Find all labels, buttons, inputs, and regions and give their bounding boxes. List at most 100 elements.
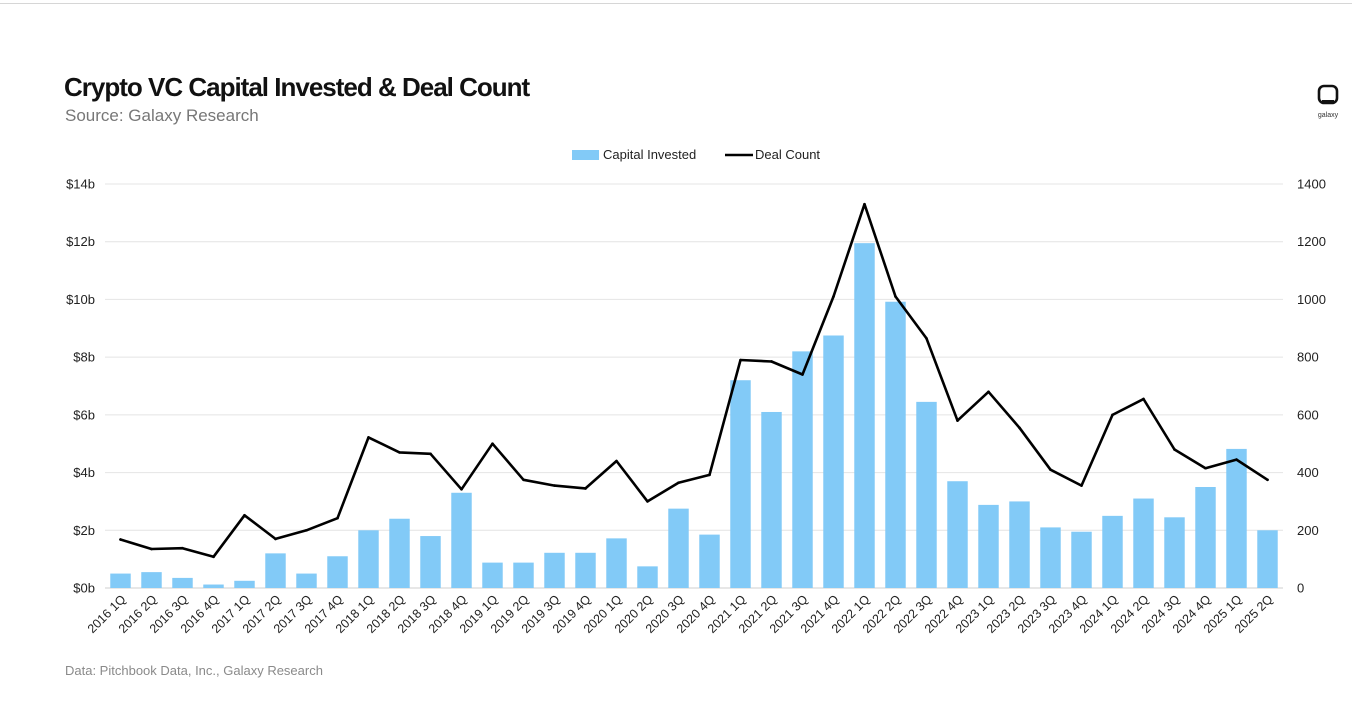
point-deal-count: [677, 481, 680, 484]
bar-capital-invested: [1226, 448, 1247, 588]
bar-capital-invested: [1195, 487, 1216, 588]
bar-capital-invested: [730, 380, 751, 588]
point-deal-count: [522, 478, 525, 482]
bar-capital-invested: [792, 351, 813, 588]
point-deal-count: [832, 295, 835, 298]
bar-capital-invested: [699, 534, 720, 588]
point-deal-count: [1111, 413, 1114, 417]
legend-label-capital-invested: Capital Invested: [603, 147, 696, 162]
bar-capital-invested: [544, 552, 565, 588]
point-deal-count: [491, 442, 494, 446]
y-right-tick-label: 1400: [1297, 177, 1326, 192]
point-deal-count: [181, 546, 184, 550]
bar-capital-invested: [668, 508, 689, 588]
legend-swatch-capital-invested: [572, 150, 599, 160]
bar-capital-invested: [172, 577, 193, 588]
point-deal-count: [243, 513, 246, 517]
point-deal-count: [553, 484, 556, 487]
y-left-tick-label: $0b: [73, 581, 95, 596]
y-left-tick-label: $10b: [66, 292, 95, 307]
bar-capital-invested: [265, 553, 286, 588]
y-left-tick-label: $12b: [66, 234, 95, 249]
line-deal-count: [119, 202, 1269, 559]
bar-capital-invested: [1071, 531, 1092, 588]
logo-text: galaxy: [1317, 112, 1339, 119]
bar-capital-invested: [885, 301, 906, 588]
bar-capital-invested: [203, 584, 224, 588]
point-deal-count: [367, 436, 370, 439]
legend-label-deal-count: Deal Count: [755, 147, 820, 162]
point-deal-count: [1173, 448, 1176, 451]
point-deal-count: [1080, 484, 1083, 487]
point-deal-count: [1142, 397, 1145, 401]
bar-capital-invested: [947, 481, 968, 588]
bar-capital-invested: [420, 536, 441, 588]
bar-capital-invested: [1040, 527, 1061, 588]
y-left-tick-label: $8b: [73, 350, 95, 365]
bar-capital-invested: [1009, 501, 1030, 588]
y-right-tick-label: 200: [1297, 523, 1319, 538]
bar-capital-invested: [823, 335, 844, 588]
point-deal-count: [336, 516, 339, 520]
bar-capital-invested: [358, 530, 379, 588]
point-deal-count: [1049, 468, 1052, 471]
point-deal-count: [1235, 458, 1238, 461]
y-right-tick-label: 800: [1297, 350, 1319, 365]
point-deal-count: [460, 488, 463, 491]
bar-capital-invested: [234, 580, 255, 588]
point-deal-count: [646, 500, 649, 503]
data-source-note: Data: Pitchbook Data, Inc., Galaxy Resea…: [65, 663, 323, 678]
point-deal-count: [274, 537, 277, 541]
bar-capital-invested: [513, 562, 534, 588]
point-deal-count: [305, 528, 308, 532]
y-right-tick-label: 1200: [1297, 234, 1326, 249]
bar-capital-invested: [451, 492, 472, 588]
point-deal-count: [739, 358, 742, 362]
point-deal-count: [956, 419, 959, 422]
bar-capital-invested: [1102, 515, 1123, 588]
point-deal-count: [584, 487, 587, 490]
point-deal-count: [987, 390, 990, 394]
point-deal-count: [801, 373, 804, 376]
y-left-tick-label: $6b: [73, 407, 95, 422]
bar-capital-invested: [327, 556, 348, 588]
point-deal-count: [894, 295, 897, 298]
y-left-tick-label: $2b: [73, 523, 95, 538]
galaxy-logo: galaxy: [1310, 84, 1346, 119]
bar-capital-invested: [575, 552, 596, 588]
point-deal-count: [925, 337, 928, 340]
y-right-tick-label: 600: [1297, 407, 1319, 422]
y-left-tick-label: $4b: [73, 465, 95, 480]
chart-title: Crypto VC Capital Invested & Deal Count: [64, 72, 530, 102]
bar-capital-invested: [761, 411, 782, 588]
bar-capital-invested: [606, 538, 627, 588]
bar-capital-invested: [916, 401, 937, 588]
bar-capital-invested: [637, 566, 658, 588]
bar-capital-invested: [854, 243, 875, 588]
point-deal-count: [1018, 426, 1021, 430]
point-deal-count: [119, 538, 122, 541]
galaxy-logo-icon: [1317, 84, 1339, 105]
y-left-tick-label: $14b: [66, 177, 95, 192]
point-deal-count: [615, 459, 618, 463]
bar-capital-invested: [1257, 530, 1278, 588]
bar-capital-invested: [296, 573, 317, 588]
y-right-tick-label: 1000: [1297, 292, 1326, 307]
point-deal-count: [708, 473, 711, 477]
bar-capital-invested: [110, 573, 131, 588]
point-deal-count: [1204, 466, 1207, 470]
bar-capital-invested: [1133, 498, 1154, 588]
point-deal-count: [770, 360, 773, 363]
point-deal-count: [212, 555, 215, 559]
y-right-tick-label: 400: [1297, 465, 1319, 480]
top-divider: [0, 3, 1352, 4]
point-deal-count: [1266, 478, 1269, 482]
bar-capital-invested: [1164, 517, 1185, 588]
point-deal-count: [429, 452, 432, 456]
point-deal-count: [398, 451, 401, 454]
bar-capital-invested: [978, 504, 999, 588]
point-deal-count: [863, 202, 866, 206]
y-right-tick-label: 0: [1297, 581, 1304, 596]
bar-capital-invested: [482, 562, 503, 588]
